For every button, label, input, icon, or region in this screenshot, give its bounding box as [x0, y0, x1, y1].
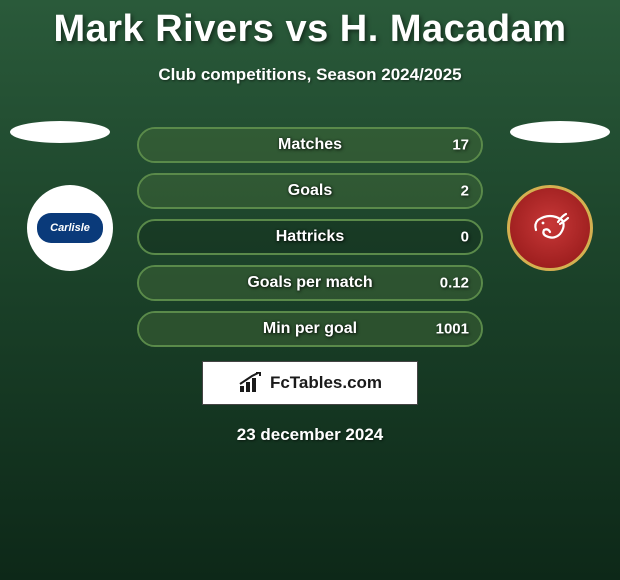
right-club-badge [507, 185, 593, 271]
left-club-badge: Carlisle [27, 185, 113, 271]
stat-label: Goals [288, 182, 332, 200]
page-title: Mark Rivers vs H. Macadam [0, 0, 620, 51]
stat-row: Hattricks 0 [137, 219, 483, 255]
stat-value-right: 17 [452, 137, 469, 154]
footer-date: 23 december 2024 [0, 425, 620, 445]
left-club-badge-inner: Carlisle [37, 213, 103, 243]
right-head-ellipse [510, 121, 610, 143]
comparison-area: Carlisle Matches 17 Goals 2 Hattricks 0 Goals … [0, 127, 620, 445]
brand-text: FcTables.com [270, 373, 382, 393]
stat-value-right: 0.12 [440, 275, 469, 292]
stat-label: Hattricks [276, 228, 344, 246]
stat-label: Min per goal [263, 320, 357, 338]
brand-box: FcTables.com [202, 361, 418, 405]
stat-row: Goals per match 0.12 [137, 265, 483, 301]
stat-row: Matches 17 [137, 127, 483, 163]
shrimp-icon [528, 206, 572, 250]
stat-row: Goals 2 [137, 173, 483, 209]
stat-label: Goals per match [247, 274, 372, 292]
chart-icon [238, 372, 264, 394]
left-head-ellipse [10, 121, 110, 143]
stat-rows: Matches 17 Goals 2 Hattricks 0 Goals per match… [137, 127, 483, 347]
stat-value-right: 0 [461, 229, 469, 246]
stat-row: Min per goal 1001 [137, 311, 483, 347]
stat-value-right: 2 [461, 183, 469, 200]
stat-label: Matches [278, 136, 342, 154]
stat-value-right: 1001 [436, 321, 469, 338]
page-subtitle: Club competitions, Season 2024/2025 [0, 65, 620, 85]
